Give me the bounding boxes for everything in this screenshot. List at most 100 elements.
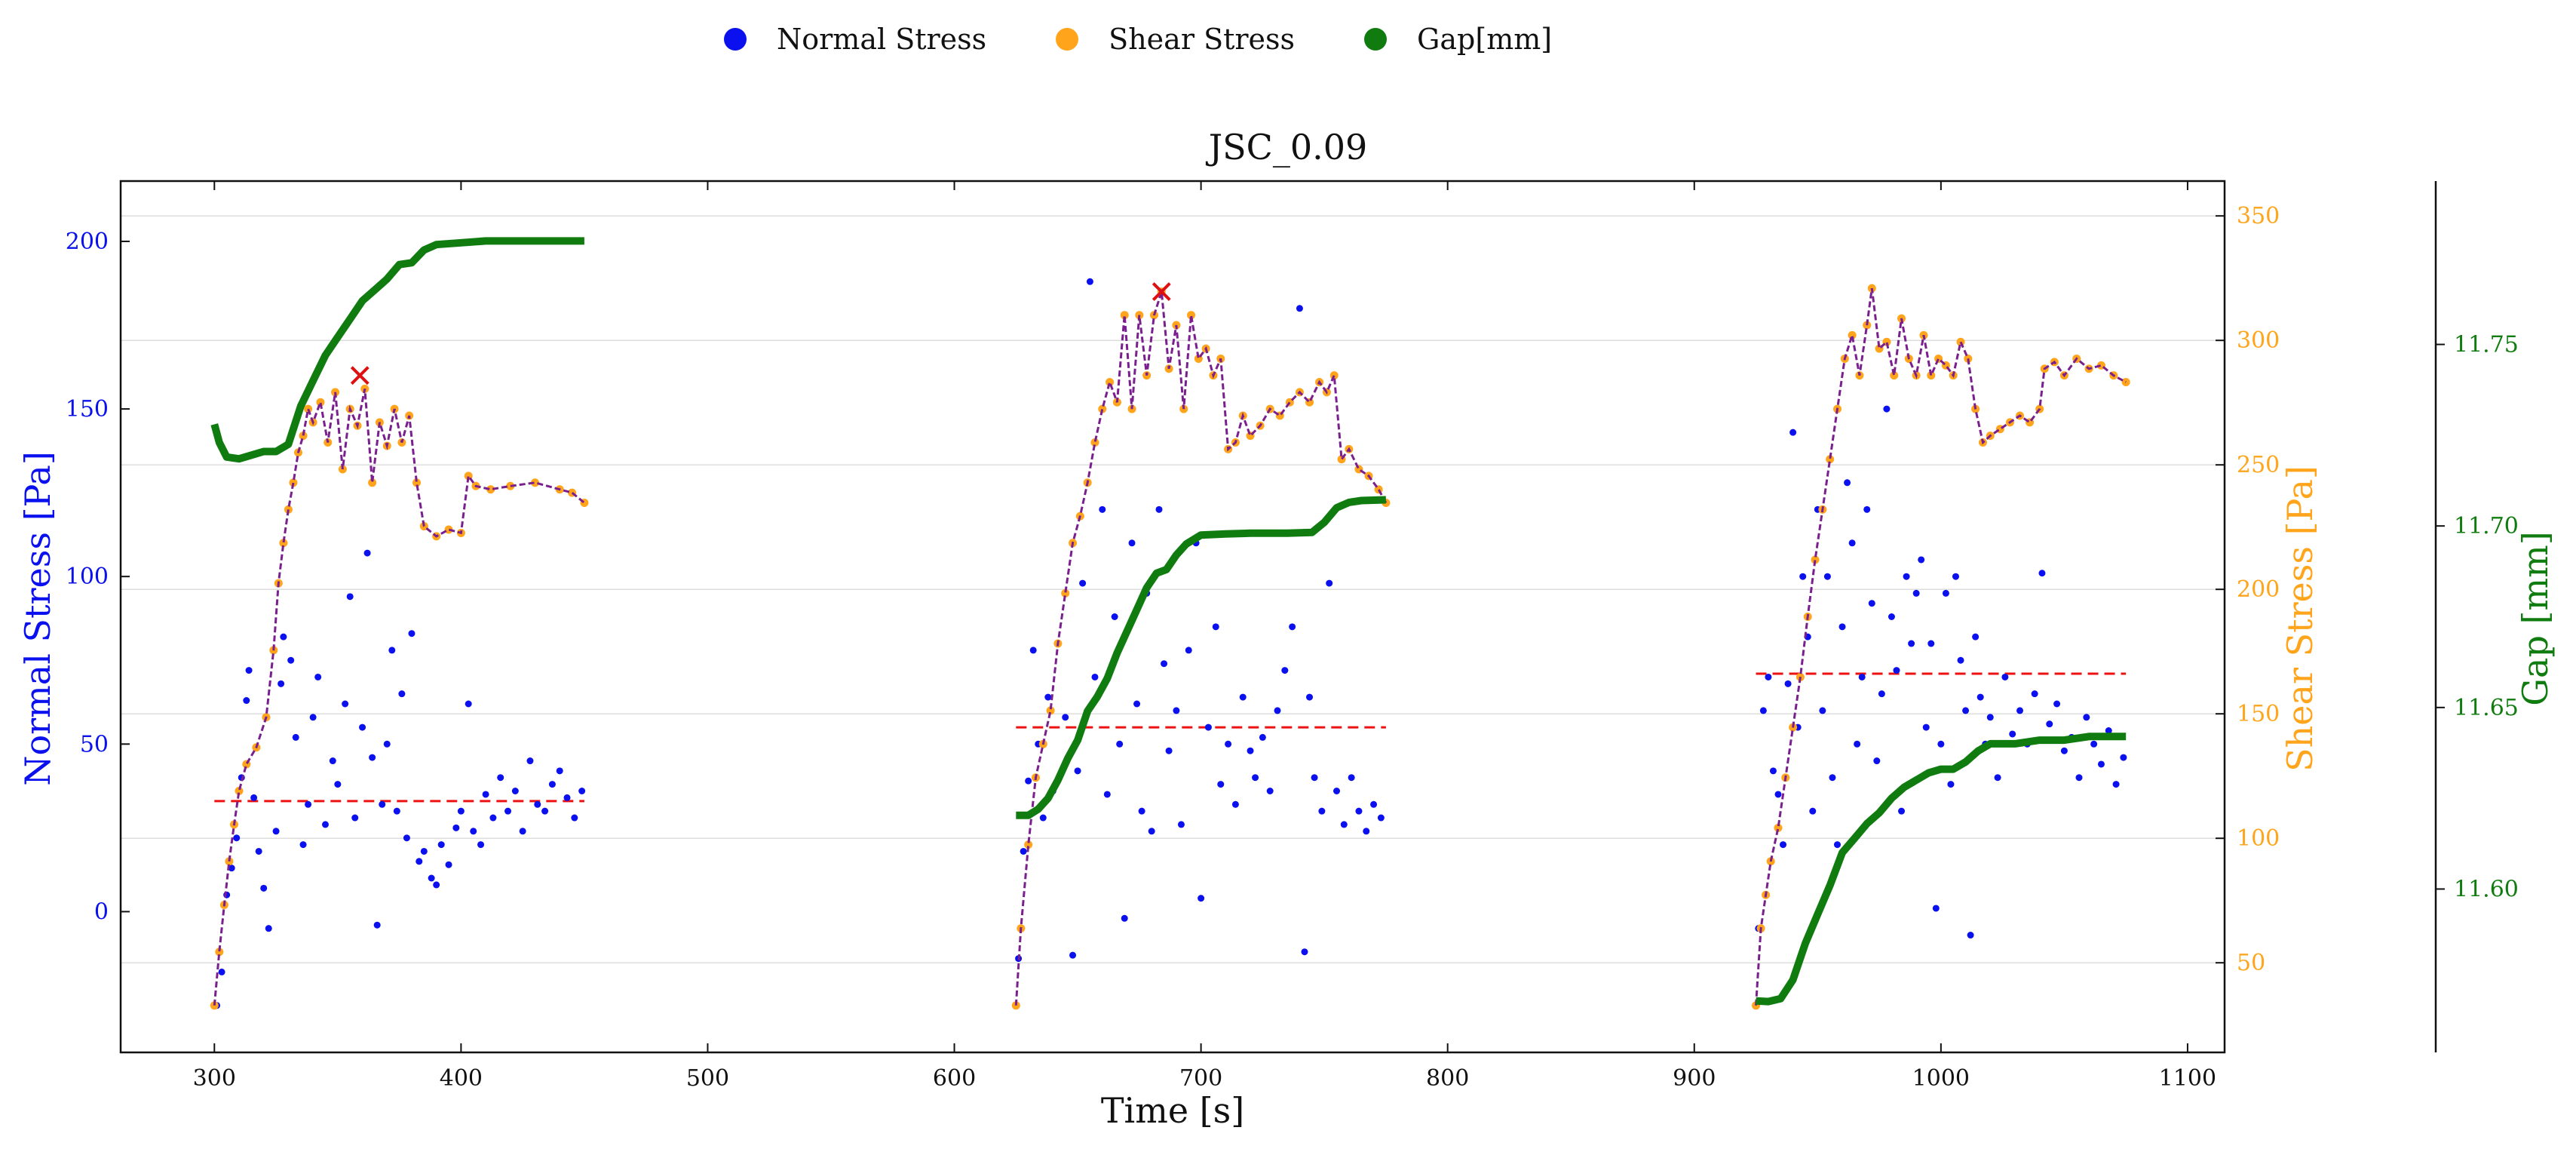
normal-stress-point	[309, 714, 317, 721]
normal-stress-point	[1838, 623, 1846, 631]
normal-stress-point	[1301, 948, 1308, 956]
normal-stress-point	[351, 814, 359, 822]
y-left-tick-label: 50	[80, 731, 109, 757]
normal-stress-point	[1986, 714, 1994, 721]
y-gap-tick-label: 11.70	[2454, 513, 2519, 539]
normal-stress-point	[1231, 800, 1239, 808]
normal-stress-point	[526, 757, 534, 765]
normal-stress-point	[2120, 754, 2127, 761]
normal-stress-point	[1898, 807, 1906, 815]
normal-stress-point	[233, 834, 241, 842]
normal-stress-point	[1903, 573, 1910, 580]
normal-stress-point	[1289, 623, 1296, 631]
shear-stress-line	[1755, 287, 2127, 1006]
normal-stress-point	[1922, 723, 1930, 731]
normal-stress-point	[571, 814, 578, 822]
normal-stress-point	[1789, 429, 1797, 436]
normal-stress-point	[1823, 573, 1831, 580]
normal-stress-point	[2053, 700, 2061, 708]
normal-stress-point	[1148, 828, 1155, 835]
normal-stress-point	[1103, 791, 1111, 798]
normal-stress-point	[1177, 821, 1185, 828]
peak-marker	[350, 366, 370, 386]
x-tick-label: 700	[1179, 1065, 1222, 1092]
normal-stress-point	[329, 757, 336, 765]
normal-stress-point	[2105, 727, 2112, 735]
legend-label-gap: Gap[mm]	[1417, 23, 1553, 56]
y-axis-gap-label: Gap [mm]	[2515, 531, 2556, 705]
normal-stress-point	[428, 874, 435, 882]
normal-stress-point	[2016, 707, 2024, 714]
y-right-tick-label: 250	[2237, 452, 2280, 478]
shear-stress-point	[368, 478, 377, 487]
normal-stress-point	[1133, 700, 1141, 708]
normal-stress-point	[452, 824, 460, 831]
normal-stress-point	[2083, 714, 2090, 721]
normal-stress-point	[1074, 767, 1081, 775]
normal-stress-point	[1079, 579, 1087, 587]
normal-stress-point	[1370, 800, 1378, 808]
normal-stress-point	[1809, 807, 1817, 815]
normal-stress-point	[1326, 579, 1333, 587]
normal-stress-point	[1198, 895, 1205, 902]
normal-stress-point	[1116, 740, 1124, 748]
normal-stress-point	[292, 733, 299, 741]
normal-stress-point	[1239, 693, 1247, 701]
normal-stress-point	[1225, 740, 1232, 748]
legend-marker-gap	[1364, 28, 1388, 51]
normal-stress-point	[403, 834, 410, 842]
y-right-tick-label: 150	[2237, 701, 2280, 727]
normal-stress-point	[2009, 730, 2016, 738]
normal-stress-point	[1025, 777, 1032, 785]
normal-stress-point	[1138, 807, 1145, 815]
normal-stress-point	[1848, 539, 1856, 547]
y-right-tick-label: 50	[2237, 950, 2265, 976]
normal-stress-point	[383, 740, 391, 748]
normal-stress-point	[477, 841, 485, 849]
normal-stress-point	[1769, 767, 1777, 775]
normal-stress-point	[1281, 667, 1289, 674]
shear-stress-point	[1024, 840, 1033, 849]
normal-stress-point	[243, 697, 250, 705]
x-tick-label: 1100	[2159, 1065, 2216, 1092]
normal-stress-point	[1868, 600, 1875, 607]
normal-stress-point	[1878, 690, 1885, 698]
shear-stress-layer	[210, 284, 2130, 1010]
normal-stress-point	[260, 884, 268, 892]
legend-item-normal-stress: Normal Stress	[724, 23, 986, 56]
normal-stress-point	[1957, 656, 1964, 664]
normal-stress-point	[1962, 707, 1970, 714]
shear-stress-point	[1774, 823, 1783, 832]
normal-stress-point	[1833, 841, 1841, 849]
normal-stress-point	[1252, 774, 1259, 782]
normal-stress-point	[1967, 932, 1974, 939]
normal-stress-point	[1912, 589, 1920, 597]
normal-stress-point	[1029, 647, 1037, 654]
y-right-tick-label: 100	[2237, 825, 2280, 852]
normal-stress-point	[379, 800, 386, 808]
normal-stress-point	[2112, 781, 2120, 788]
normal-stress-point	[556, 767, 563, 775]
normal-stress-point	[1947, 781, 1955, 788]
shear-stress-point	[284, 505, 293, 514]
chart-title: JSC_0.09	[1208, 127, 1368, 167]
normal-stress-point	[1932, 905, 1940, 912]
shear-stress-point	[530, 478, 539, 487]
normal-stress-point	[1311, 774, 1318, 782]
normal-stress-point	[1306, 693, 1314, 701]
normal-stress-point	[1942, 589, 1949, 597]
shear-stress-point	[289, 478, 298, 487]
x-tick-label: 900	[1673, 1065, 1716, 1092]
normal-stress-point	[548, 781, 556, 788]
normal-stress-point	[1829, 774, 1836, 782]
shear-stress-point	[1848, 330, 1857, 339]
normal-stress-point	[228, 865, 235, 872]
normal-stress-point	[1893, 667, 1900, 674]
normal-stress-point	[1204, 723, 1212, 731]
shear-stress-point	[279, 539, 288, 548]
shear-stress-point	[486, 485, 495, 494]
normal-stress-point	[1185, 647, 1192, 654]
normal-stress-point	[445, 861, 452, 868]
shear-stress-line	[1014, 291, 1388, 1006]
